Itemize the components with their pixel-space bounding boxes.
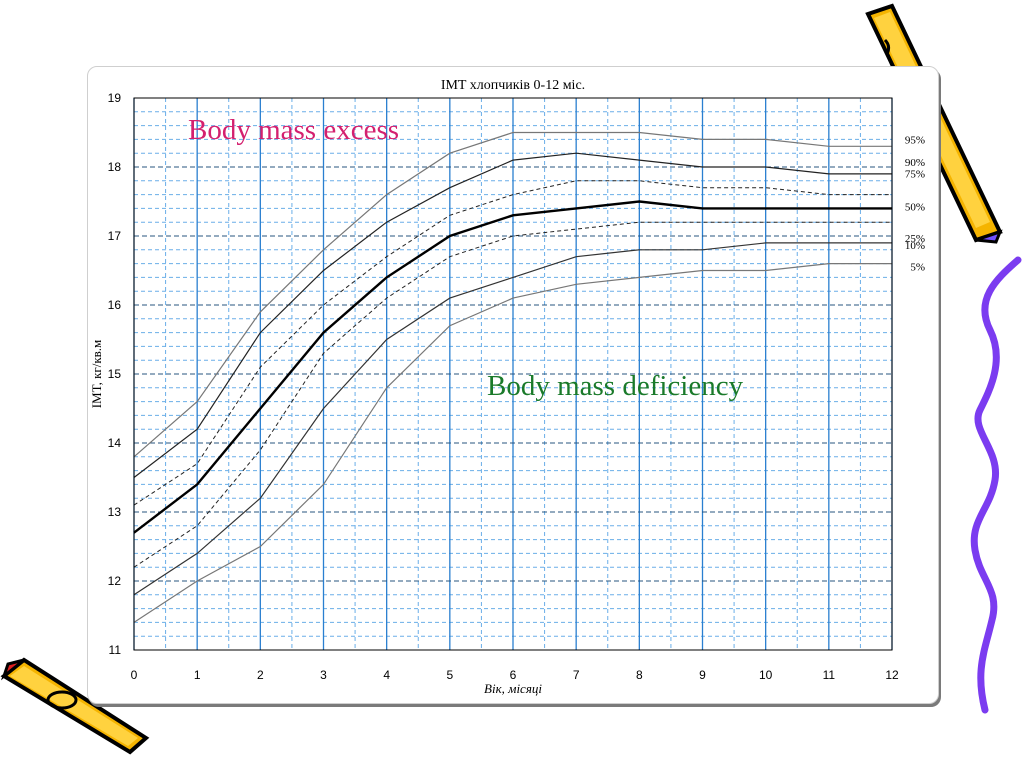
x-tick-label: 0 xyxy=(131,668,138,682)
y-tick-label: 12 xyxy=(108,574,122,588)
x-tick-label: 4 xyxy=(383,668,390,682)
series-line-10pct xyxy=(133,242,892,596)
series-line-75pct xyxy=(133,180,892,506)
x-tick-label: 1 xyxy=(194,668,201,682)
x-tick-label: 10 xyxy=(759,668,773,682)
series-line-50pct xyxy=(133,200,892,534)
series-label-25pct: 25% xyxy=(905,233,925,245)
y-tick-label: 18 xyxy=(108,160,122,174)
x-axis-label: Вік, місяці xyxy=(484,681,542,696)
chart-title: IMT хлопчиків 0-12 міс. xyxy=(441,78,585,93)
series-label-95pct: 95% xyxy=(905,134,925,146)
series-label-90pct: 90% xyxy=(905,157,925,169)
series-label-5pct: 5% xyxy=(910,262,925,274)
series-label-75pct: 75% xyxy=(905,169,925,181)
x-tick-label: 3 xyxy=(320,668,327,682)
series-lines xyxy=(133,131,892,623)
x-tick-label: 9 xyxy=(699,668,706,682)
x-tick-label: 11 xyxy=(823,668,836,682)
series-line-90pct xyxy=(133,152,892,478)
y-tick-label: 13 xyxy=(108,505,122,519)
annotation-body-mass-excess: Body mass excess xyxy=(188,114,400,146)
legend-labels: 95% 90%75% 50% 25%10% 5% xyxy=(905,134,925,273)
x-tick-label: 5 xyxy=(446,668,453,682)
series-label-10pct: 10% xyxy=(905,240,925,252)
series-line-95pct xyxy=(133,131,892,458)
annotation-body-mass-deficiency: Body mass deficiency xyxy=(487,370,744,402)
pencil-icon-bottom-left xyxy=(0,657,150,755)
squiggle-decoration xyxy=(970,256,1022,714)
y-tick-label: 16 xyxy=(108,298,122,312)
y-tick-label: 17 xyxy=(108,229,122,243)
x-tick-label: 8 xyxy=(636,668,643,682)
x-tick-label: 7 xyxy=(573,668,580,682)
x-tick-label: 6 xyxy=(510,668,517,682)
y-tick-label: 19 xyxy=(108,91,122,105)
y-axis-label: IMT, кг/кв.м xyxy=(89,340,104,409)
y-tick-label: 11 xyxy=(109,643,122,657)
y-tick-label: 14 xyxy=(108,436,122,450)
x-tick-label: 12 xyxy=(885,668,899,682)
series-line-5pct xyxy=(133,263,892,623)
x-tick-label: 2 xyxy=(257,668,264,682)
plot-frame xyxy=(133,97,893,651)
y-tick-label: 15 xyxy=(108,367,122,381)
series-label-50pct: 50% xyxy=(905,201,925,213)
